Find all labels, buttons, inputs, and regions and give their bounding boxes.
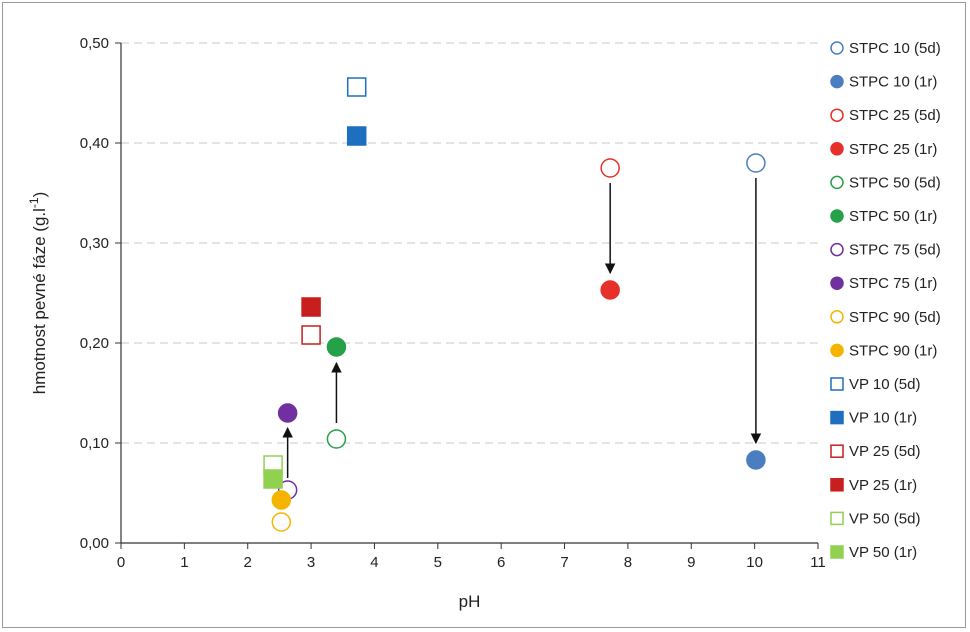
legend: STPC 10 (5d) STPC 10 (1r) STPC 25 (5d) STPC… (830, 40, 941, 561)
legend-label: STPC 75 (5d) (849, 242, 941, 259)
legend-label: VP 25 (1r) (849, 477, 917, 494)
legend-label: STPC 10 (1r) (849, 74, 937, 91)
data-point (271, 512, 292, 532)
y-tick-label: 0,30 (80, 235, 109, 252)
legend-item: STPC 10 (1r) (830, 74, 937, 91)
x-tick-label: 6 (497, 554, 505, 571)
data-point (301, 325, 321, 345)
legend-marker (830, 209, 844, 223)
data-point (346, 77, 367, 97)
legend-label: VP 25 (5d) (849, 443, 920, 460)
legend-label: STPC 25 (1r) (849, 141, 937, 158)
data-point (600, 158, 620, 178)
y-axis-title-text: hmotnost pevné fáze (g.l-1) (27, 192, 49, 395)
legend-item: STPC 50 (5d) (830, 174, 941, 191)
y-tick-label: 0,40 (80, 135, 109, 152)
legend-item: VP 50 (5d) (830, 510, 920, 527)
x-tick-label: 10 (746, 554, 763, 571)
legend-item: VP 10 (5d) (830, 376, 920, 393)
legend-marker (830, 478, 844, 492)
x-axis-title: pH (459, 592, 481, 611)
legend-item: STPC 25 (1r) (830, 141, 937, 158)
x-tick-label: 5 (434, 554, 442, 571)
legend-marker (830, 343, 844, 358)
legend-item: VP 25 (5d) (830, 443, 920, 460)
legend-label: VP 50 (1r) (849, 544, 917, 561)
legend-label: STPC 90 (5d) (849, 309, 941, 326)
legend-label: STPC 25 (5d) (849, 107, 941, 124)
legend-label: STPC 50 (1r) (849, 208, 937, 225)
legend-marker (830, 511, 844, 526)
legend-item: STPC 90 (1r) (830, 342, 937, 359)
legend-label: VP 10 (1r) (849, 410, 917, 427)
legend-item: STPC 75 (5d) (830, 242, 941, 259)
y-axis-title: hmotnost pevné fáze (g.l-1) (27, 192, 49, 395)
legend-marker (830, 444, 844, 458)
y-tick-label: 0,00 (80, 535, 109, 552)
legend-label: STPC 90 (1r) (849, 342, 937, 359)
y-tick-label: 0,20 (80, 335, 109, 352)
scatter-chart: 0,00 0,10 0,20 0,30 0,40 0,50 0 1 2 3 4 5 6 7 8 9 10 11 S… (27, 35, 941, 611)
gridlines (121, 42, 818, 444)
data-point (301, 297, 321, 317)
legend-marker (830, 108, 844, 122)
data-point (326, 337, 347, 357)
data-point (277, 403, 298, 423)
legend-label: STPC 50 (5d) (849, 174, 941, 191)
data-point (263, 469, 283, 489)
x-tick-label: 3 (307, 554, 315, 571)
axes: 0,00 0,10 0,20 0,30 0,40 0,50 0 1 2 3 4 5 6 7 8 9 10 11 (80, 35, 826, 571)
data-point (346, 126, 367, 146)
x-tick-label: 4 (370, 554, 378, 571)
legend-marker (830, 242, 844, 257)
legend-marker (830, 175, 844, 190)
x-tick-label: 1 (180, 554, 188, 571)
legend-marker (830, 377, 844, 391)
x-tick-label: 8 (624, 554, 632, 571)
legend-label: STPC 75 (1r) (849, 275, 937, 292)
legend-item: VP 10 (1r) (830, 410, 917, 427)
legend-item: VP 25 (1r) (830, 477, 917, 494)
x-tick-label: 7 (560, 554, 568, 571)
data-point (326, 429, 347, 449)
legend-label: STPC 10 (5d) (849, 40, 941, 57)
data-points (263, 77, 766, 532)
legend-marker (830, 545, 844, 559)
data-point (271, 490, 292, 510)
x-tick-label: 11 (810, 554, 826, 571)
legend-marker (830, 310, 844, 324)
y-tick-label: 0,50 (80, 35, 109, 52)
legend-marker (830, 276, 844, 290)
legend-marker (830, 74, 844, 89)
legend-item: STPC 50 (1r) (830, 208, 937, 225)
x-tick-label: 2 (244, 554, 252, 571)
legend-item: STPC 10 (5d) (830, 40, 941, 57)
x-tick-label: 9 (687, 554, 695, 571)
legend-item: VP 50 (1r) (830, 544, 917, 561)
x-tick-label: 0 (117, 554, 125, 571)
legend-item: STPC 90 (5d) (830, 309, 941, 326)
legend-item: STPC 25 (5d) (830, 107, 941, 124)
legend-label: VP 10 (5d) (849, 376, 920, 393)
legend-item: STPC 75 (1r) (830, 275, 937, 292)
data-point (600, 280, 620, 300)
data-point (746, 153, 766, 173)
legend-marker (830, 142, 844, 156)
arrows (282, 178, 762, 478)
data-point (746, 450, 766, 470)
legend-marker (830, 41, 844, 55)
y-tick-label: 0,10 (80, 435, 109, 452)
legend-marker (830, 410, 844, 425)
legend-label: VP 50 (5d) (849, 510, 920, 527)
